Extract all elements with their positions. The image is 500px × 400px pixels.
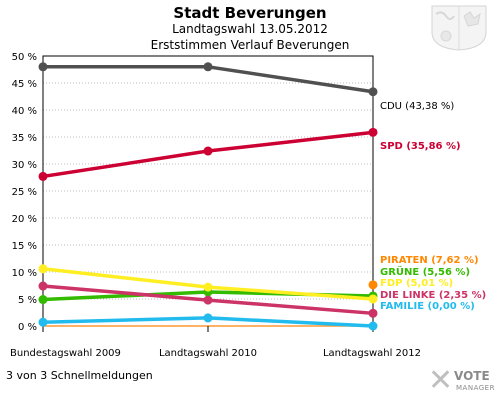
data-point xyxy=(203,146,213,156)
data-point xyxy=(38,171,48,181)
y-tick-label: 5 % xyxy=(18,295,37,306)
y-tick-label: 15 % xyxy=(12,241,37,252)
data-point xyxy=(203,313,213,323)
page-title: Stadt Beverungen xyxy=(173,4,327,22)
series-end-label: SPD (35,86 %) xyxy=(380,141,461,152)
y-tick-label: 10 % xyxy=(12,268,37,279)
series-end-label: FDP (5,01 %) xyxy=(380,278,453,289)
data-point xyxy=(38,317,48,327)
logo-text-manager: MANAGER xyxy=(456,384,495,392)
page-subtitle: Landtagswahl 13.05.2012 xyxy=(172,22,328,36)
chart-subtitle: Erststimmen Verlauf Beverungen xyxy=(150,38,350,52)
data-point xyxy=(368,127,378,137)
data-point xyxy=(203,282,213,292)
y-tick-label: 25 % xyxy=(12,187,37,198)
logo-text-vote: VOTE xyxy=(454,369,490,383)
y-tick-label: 20 % xyxy=(12,214,37,225)
x-tick-label: Landtagswahl 2010 xyxy=(159,348,257,359)
y-tick-label: 50 % xyxy=(12,52,37,63)
data-point xyxy=(38,62,48,72)
data-point xyxy=(368,308,378,318)
footer-text: 3 von 3 Schnellmeldungen xyxy=(6,369,153,382)
data-point xyxy=(38,281,48,291)
coat-of-arms-icon xyxy=(431,5,487,51)
x-mark-icon: ✕ xyxy=(428,363,454,398)
data-point xyxy=(38,295,48,305)
series-end-label: CDU (43,38 %) xyxy=(380,101,454,112)
series-end-label: GRÜNE (5,56 %) xyxy=(380,264,470,278)
y-tick-label: 0 % xyxy=(18,322,37,333)
x-tick-label: Bundestagswahl 2009 xyxy=(10,348,121,359)
series-end-label: PIRATEN (7,62 %) xyxy=(380,255,479,266)
y-tick-label: 40 % xyxy=(12,106,37,117)
data-point xyxy=(368,321,378,331)
series-end-label: DIE LINKE (2,35 %) xyxy=(380,290,486,301)
data-point xyxy=(368,294,378,304)
y-tick-label: 30 % xyxy=(12,160,37,171)
data-point xyxy=(368,280,378,290)
y-tick-label: 45 % xyxy=(12,79,37,90)
series-end-label: FAMILIE (0,00 %) xyxy=(380,301,475,312)
x-tick-label: Landtagswahl 2012 xyxy=(323,348,421,359)
data-point xyxy=(38,264,48,274)
data-point xyxy=(203,62,213,72)
data-point xyxy=(368,87,378,97)
data-point xyxy=(203,295,213,305)
y-tick-label: 35 % xyxy=(12,133,37,144)
votemanager-logo: ✕ VOTE MANAGER xyxy=(428,366,500,398)
